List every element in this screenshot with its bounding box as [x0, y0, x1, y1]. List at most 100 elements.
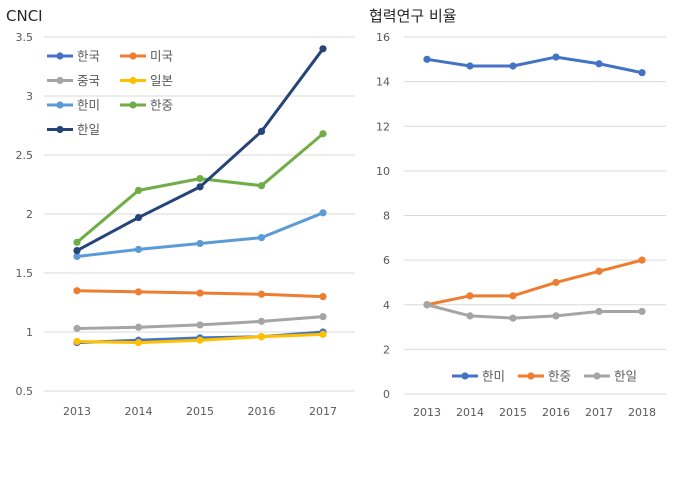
data-point	[319, 330, 327, 338]
y-tick-label: 3.5	[16, 31, 34, 44]
data-point	[73, 287, 81, 295]
data-point	[73, 324, 81, 333]
y-tick-label: 4	[383, 299, 390, 312]
legend-label: 미국	[150, 49, 173, 64]
data-point	[319, 209, 327, 217]
data-point	[134, 186, 143, 194]
data-point	[196, 321, 204, 329]
data-point	[196, 183, 204, 191]
legend-label: 한중	[548, 369, 571, 384]
data-point	[73, 252, 81, 261]
data-point	[73, 246, 81, 255]
x-tick-label: 2016	[248, 405, 276, 418]
data-point	[595, 60, 603, 68]
series-line-한미	[425, 55, 644, 75]
y-tick-label: 8	[383, 210, 390, 223]
data-point	[638, 307, 646, 316]
data-point	[196, 175, 204, 183]
data-point	[466, 62, 474, 70]
legend-item: 한미	[47, 98, 100, 113]
data-point	[134, 213, 143, 222]
legend-marker	[56, 125, 64, 134]
data-point	[257, 317, 266, 325]
legend-label: 한미	[77, 98, 100, 113]
data-point	[319, 313, 327, 321]
x-tick-label: 2016	[542, 406, 570, 419]
legend-marker	[593, 372, 601, 380]
chart-1: CNCI 0.5 1 1.5 2 2.5 3 3.5 2013 2014 2015 2016 2017 한…	[6, 7, 355, 418]
x-tick-label: 2013	[63, 405, 91, 418]
legend-item: 일본	[120, 73, 173, 88]
x-tick-label: 2017	[309, 405, 337, 418]
legend-item: 한중	[120, 98, 173, 113]
y-tick-label: 14	[376, 76, 390, 89]
legend-label: 한일	[614, 369, 637, 384]
data-point	[319, 130, 327, 138]
legend-item: 중국	[47, 73, 100, 88]
y-tick-label: 2	[383, 343, 390, 356]
legend-marker	[56, 76, 64, 85]
data-point	[638, 256, 646, 264]
legend-marker	[129, 101, 137, 109]
x-tick-label: 2017	[585, 406, 613, 419]
data-point	[134, 288, 143, 296]
y-tick-label: 1.5	[16, 267, 34, 280]
x-tick-label: 2015	[499, 406, 527, 419]
data-point	[423, 301, 431, 309]
data-point	[257, 290, 266, 298]
data-point	[196, 289, 204, 297]
data-point	[552, 53, 560, 61]
y-tick-label: 12	[376, 120, 390, 133]
data-point	[134, 245, 143, 253]
legend-marker	[129, 52, 137, 60]
y-tick-label: 0.5	[16, 385, 34, 398]
legend-label: 한중	[150, 98, 173, 113]
legend-item: 한중	[518, 369, 571, 384]
data-point	[509, 314, 517, 322]
data-point	[257, 182, 266, 190]
data-point	[257, 333, 266, 341]
data-point	[134, 323, 143, 331]
y-tick-label: 0	[383, 388, 390, 401]
data-point	[638, 69, 646, 77]
legend-label: 한국	[77, 49, 100, 64]
y-tick-label: 3	[26, 90, 33, 103]
data-point	[466, 292, 474, 300]
y-tick-label: 2	[26, 208, 33, 221]
data-point	[319, 293, 327, 301]
y-tick-label: 1	[26, 326, 33, 339]
data-point	[257, 127, 266, 135]
legend-marker	[56, 52, 64, 60]
data-point	[423, 55, 431, 63]
legend-label: 한일	[77, 122, 100, 137]
legend-marker	[129, 76, 137, 85]
data-point	[509, 62, 517, 70]
data-point	[595, 267, 603, 275]
x-tick-label: 2014	[456, 406, 484, 419]
data-point	[552, 278, 560, 287]
legend-item: 한국	[47, 49, 100, 64]
series-line-한일	[75, 47, 325, 253]
series-line-한중	[425, 258, 644, 307]
legend-label: 일본	[150, 73, 173, 88]
data-point	[73, 337, 81, 346]
data-point	[319, 45, 327, 53]
data-point	[73, 238, 81, 246]
chart-1-title: CNCI	[6, 7, 43, 25]
x-tick-label: 2014	[125, 405, 153, 418]
data-point	[134, 339, 143, 347]
x-tick-label: 2013	[413, 406, 441, 419]
data-point	[196, 239, 204, 248]
data-point	[552, 312, 560, 320]
chart-2-title: 협력연구 비율	[369, 7, 457, 25]
legend-item: 한일	[47, 122, 100, 137]
legend-item: 한일	[584, 369, 637, 384]
data-point	[196, 336, 204, 344]
data-point	[509, 292, 517, 300]
data-point	[595, 307, 603, 316]
chart-2: 협력연구 비율 0 2 4 6 8 10 12 14 16 2013 2014 2015 2016 2017…	[369, 7, 666, 419]
series-line-한일	[425, 303, 644, 320]
y-tick-label: 16	[376, 31, 390, 44]
